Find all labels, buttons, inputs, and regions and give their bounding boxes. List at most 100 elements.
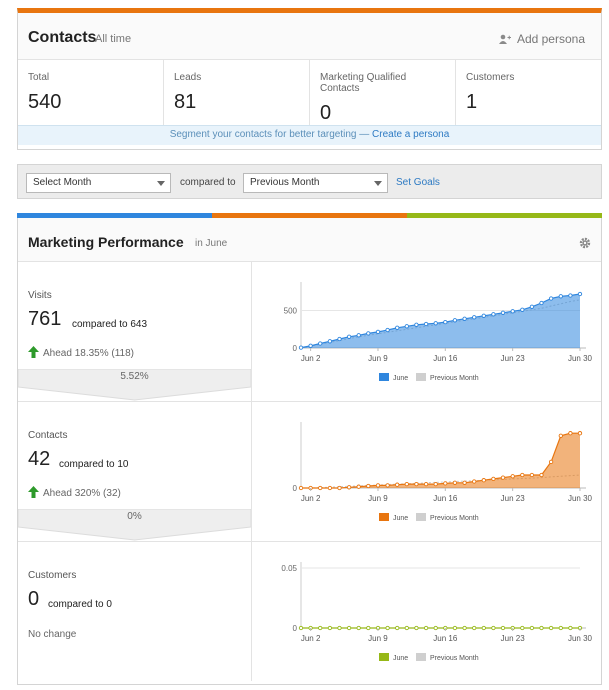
- x-tick-label: Jun 9: [368, 634, 388, 643]
- add-user-icon: [498, 33, 511, 47]
- legend-label-previous: Previous Month: [430, 515, 479, 522]
- gear-icon[interactable]: [579, 236, 591, 254]
- metric-row-contacts: Contacts 42 compared to 10 Ahead 320% (3…: [18, 402, 601, 542]
- legend-label-previous: Previous Month: [430, 375, 479, 382]
- contacts-header: Contacts All time Add persona: [18, 13, 601, 59]
- x-tick-label: Jun 9: [368, 354, 388, 363]
- stat-label: Customers: [466, 72, 515, 83]
- stat-value: 540: [28, 91, 62, 113]
- data-point: [423, 625, 429, 631]
- data-point: [462, 625, 467, 631]
- data-point: [356, 484, 361, 489]
- data-point: [539, 300, 544, 306]
- data-point: [452, 318, 458, 323]
- data-point: [577, 431, 583, 436]
- customers-chart: 0 0.05 Jun 2 Jun 9 Jun 16 Jun 23 Jun 30 June Pre…: [253, 542, 601, 681]
- metric-change-text: Ahead 320% (32): [43, 488, 121, 500]
- metric-summary: Customers 0 compared to 0 No change: [18, 542, 252, 681]
- legend-label-june: June: [393, 375, 408, 382]
- performance-header: Marketing Performance in June: [18, 218, 601, 262]
- data-point: [558, 294, 563, 299]
- data-point: [548, 296, 554, 301]
- contacts-panel: Contacts All time Add persona Total 540 …: [17, 8, 602, 150]
- metric-compare: compared to 0: [48, 599, 112, 610]
- contacts-chart: 0 Jun 2 Jun 9 Jun 16 Jun 23 Jun 30 June Previou…: [253, 402, 601, 541]
- data-point: [510, 309, 515, 314]
- data-point: [568, 625, 573, 631]
- metric-label: Contacts: [28, 430, 68, 441]
- x-tick-label: Jun 23: [501, 354, 526, 363]
- stat-label: Leads: [174, 72, 202, 83]
- data-point: [395, 325, 400, 330]
- data-point: [356, 333, 361, 338]
- metric-change-text: Ahead 18.35% (118): [43, 348, 134, 360]
- data-point: [433, 625, 438, 631]
- stat-mqc[interactable]: Marketing Qualified Contacts 0: [310, 60, 456, 125]
- y-tick-label: 0: [293, 344, 298, 353]
- data-point: [539, 625, 544, 631]
- chart-svg: 0 0.05 Jun 2 Jun 9 Jun 16 Jun 23 Jun 30 June Pre…: [281, 562, 593, 662]
- contacts-subtitle: All time: [95, 33, 132, 45]
- create-persona-link[interactable]: Create a persona: [372, 129, 450, 140]
- metric-summary: Visits 761 compared to 643 Ahead 18.35% …: [18, 262, 252, 401]
- data-point: [395, 482, 400, 487]
- color-strip-green: [407, 213, 602, 218]
- metric-change-text: No change: [28, 629, 77, 640]
- contacts-stats: Total 540 Leads 81 Marketing Qualified C…: [18, 59, 601, 125]
- data-point: [481, 625, 486, 631]
- stat-total[interactable]: Total 540: [18, 60, 164, 125]
- data-point: [500, 310, 506, 315]
- metric-change: Ahead 320% (32): [28, 486, 121, 501]
- legend-swatch-june: [379, 513, 389, 521]
- data-point: [433, 481, 438, 487]
- month-select[interactable]: Select Month: [26, 173, 171, 193]
- data-point: [366, 483, 371, 489]
- compare-select[interactable]: Previous Month: [243, 173, 388, 193]
- arrow-up-icon: [28, 346, 39, 361]
- data-point: [539, 472, 544, 478]
- data-point: [356, 625, 361, 631]
- y-tick-label: 0: [293, 484, 298, 493]
- data-point: [327, 625, 333, 631]
- data-point: [529, 472, 535, 478]
- data-point: [452, 625, 458, 631]
- data-point: [510, 474, 515, 479]
- legend-swatch-june: [379, 653, 389, 661]
- data-point: [520, 307, 525, 312]
- arrow-up-icon: [28, 486, 39, 501]
- data-point: [462, 480, 467, 485]
- stat-value: 81: [174, 91, 197, 113]
- x-tick-label: Jun 23: [501, 494, 526, 503]
- x-tick-label: Jun 30: [568, 354, 593, 363]
- compare-select-value: Previous Month: [250, 177, 320, 188]
- data-point: [548, 625, 554, 631]
- x-tick-label: Jun 2: [301, 354, 321, 363]
- data-point: [366, 625, 371, 631]
- data-point: [346, 334, 352, 339]
- data-point: [298, 345, 304, 350]
- data-point: [558, 625, 563, 631]
- data-point: [577, 291, 583, 297]
- metric-row-customers: Customers 0 compared to 0 No change 0 0.0…: [18, 542, 601, 682]
- legend-label-previous: Previous Month: [430, 655, 479, 662]
- data-point: [346, 485, 352, 490]
- data-point: [462, 316, 467, 321]
- data-point: [318, 485, 323, 491]
- add-persona-button[interactable]: Add persona: [498, 32, 585, 47]
- set-goals-link[interactable]: Set Goals: [396, 177, 440, 188]
- data-point: [385, 625, 390, 631]
- data-point: [385, 327, 390, 333]
- data-point: [472, 479, 477, 484]
- x-tick-label: Jun 30: [568, 494, 593, 503]
- stat-leads[interactable]: Leads 81: [164, 60, 310, 125]
- metric-label: Customers: [28, 570, 77, 581]
- data-point: [568, 293, 573, 298]
- june-area: [301, 433, 580, 488]
- stat-customers[interactable]: Customers 1: [456, 60, 601, 125]
- data-point: [318, 625, 323, 631]
- chevron-down-icon: [374, 181, 382, 186]
- data-point: [375, 483, 381, 488]
- color-strip-blue: [17, 213, 212, 218]
- funnel-arrow: [18, 369, 251, 401]
